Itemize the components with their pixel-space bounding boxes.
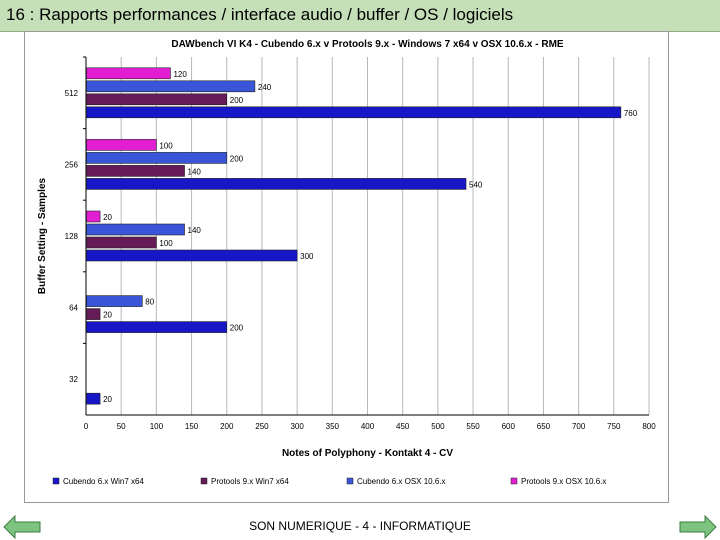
legend-swatch — [510, 477, 518, 485]
bar — [86, 106, 622, 119]
x-tick-label: 300 — [290, 422, 304, 431]
chart-title: DAWbench VI K4 - Cubendo 6.x v Protools … — [171, 39, 564, 50]
data-label: 100 — [159, 141, 173, 150]
x-tick-label: 750 — [607, 422, 621, 431]
bar — [86, 139, 157, 151]
y-tick-label: 128 — [65, 232, 79, 241]
data-label: 140 — [188, 167, 202, 176]
bar — [86, 249, 298, 262]
legend-swatch — [52, 477, 60, 485]
bar — [86, 67, 171, 80]
y-tick-label: 512 — [65, 89, 79, 98]
x-tick-label: 700 — [572, 422, 586, 431]
data-label: 240 — [258, 83, 272, 92]
x-tick-label: 250 — [255, 422, 269, 431]
data-label: 120 — [173, 70, 187, 79]
data-label: 760 — [624, 109, 638, 118]
arrow-right-icon[interactable] — [679, 515, 717, 539]
data-label: 200 — [230, 154, 244, 163]
legend-label: Protools 9.x OSX 10.6.x — [521, 477, 606, 486]
x-tick-label: 450 — [396, 422, 410, 431]
title-bar: 16 : Rapports performances / interface a… — [0, 0, 720, 32]
bar — [86, 321, 228, 333]
data-label: 20 — [103, 311, 112, 320]
data-label: 20 — [103, 213, 112, 222]
data-label: 20 — [103, 395, 112, 404]
bar — [86, 165, 185, 177]
bar — [86, 93, 228, 106]
x-tick-label: 550 — [466, 422, 480, 431]
bar — [86, 295, 143, 307]
x-tick-label: 500 — [431, 422, 445, 431]
y-axis-title: Buffer Setting - Samples — [37, 178, 48, 295]
bar — [86, 210, 101, 223]
legend-swatch — [200, 477, 208, 485]
x-tick-label: 50 — [117, 422, 126, 431]
slide-title: 16 : Rapports performances / interface a… — [6, 5, 514, 24]
bar — [86, 223, 185, 236]
bar — [86, 236, 157, 249]
bar — [86, 392, 101, 405]
chart-frame: DAWbench VI K4 - Cubendo 6.x v Protools … — [24, 31, 669, 503]
arrow-left-icon[interactable] — [3, 515, 41, 539]
data-label: 300 — [300, 252, 314, 261]
data-label: 200 — [230, 96, 244, 105]
x-tick-label: 0 — [84, 422, 89, 431]
x-tick-label: 350 — [326, 422, 340, 431]
legend-label: Cubendo 6.x OSX 10.6.x — [357, 477, 446, 486]
x-tick-label: 600 — [502, 422, 516, 431]
y-tick-label: 32 — [69, 375, 78, 384]
x-tick-label: 400 — [361, 422, 375, 431]
data-label: 80 — [145, 298, 154, 307]
data-label: 140 — [188, 226, 202, 235]
data-label: 200 — [230, 324, 244, 333]
x-tick-label: 800 — [642, 422, 656, 431]
data-label: 540 — [469, 180, 483, 189]
x-tick-label: 200 — [220, 422, 234, 431]
y-tick-label: 64 — [69, 304, 78, 313]
x-axis-title: Notes of Polyphony - Kontakt 4 - CV — [282, 448, 453, 459]
bar — [86, 80, 256, 93]
x-tick-label: 100 — [150, 422, 164, 431]
x-tick-label: 650 — [537, 422, 551, 431]
chart: DAWbench VI K4 - Cubendo 6.x v Protools … — [37, 39, 656, 486]
legend-label: Protools 9.x Win7 x64 — [211, 477, 289, 486]
slide-footer: SON NUMERIQUE - 4 - INFORMATIQUE — [249, 519, 471, 533]
bar — [86, 178, 467, 190]
data-label: 100 — [159, 239, 173, 248]
legend-label: Cubendo 6.x Win7 x64 — [63, 477, 144, 486]
x-tick-label: 150 — [185, 422, 199, 431]
bar — [86, 152, 228, 164]
bar — [86, 308, 101, 320]
y-tick-label: 256 — [65, 160, 79, 169]
legend-swatch — [346, 477, 354, 485]
